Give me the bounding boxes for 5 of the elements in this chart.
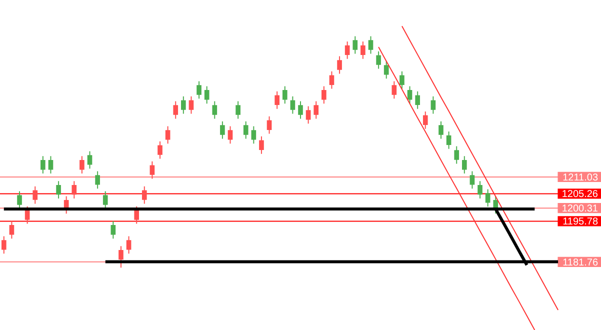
y-tick-label: 1200.31: [562, 204, 598, 215]
y-tick-label: 1195.78: [562, 216, 598, 228]
y-tick-label: 1181.76: [562, 257, 598, 268]
y-tick-label: 1205.26: [562, 189, 598, 200]
y-tick-label: 1211.03: [562, 172, 598, 184]
